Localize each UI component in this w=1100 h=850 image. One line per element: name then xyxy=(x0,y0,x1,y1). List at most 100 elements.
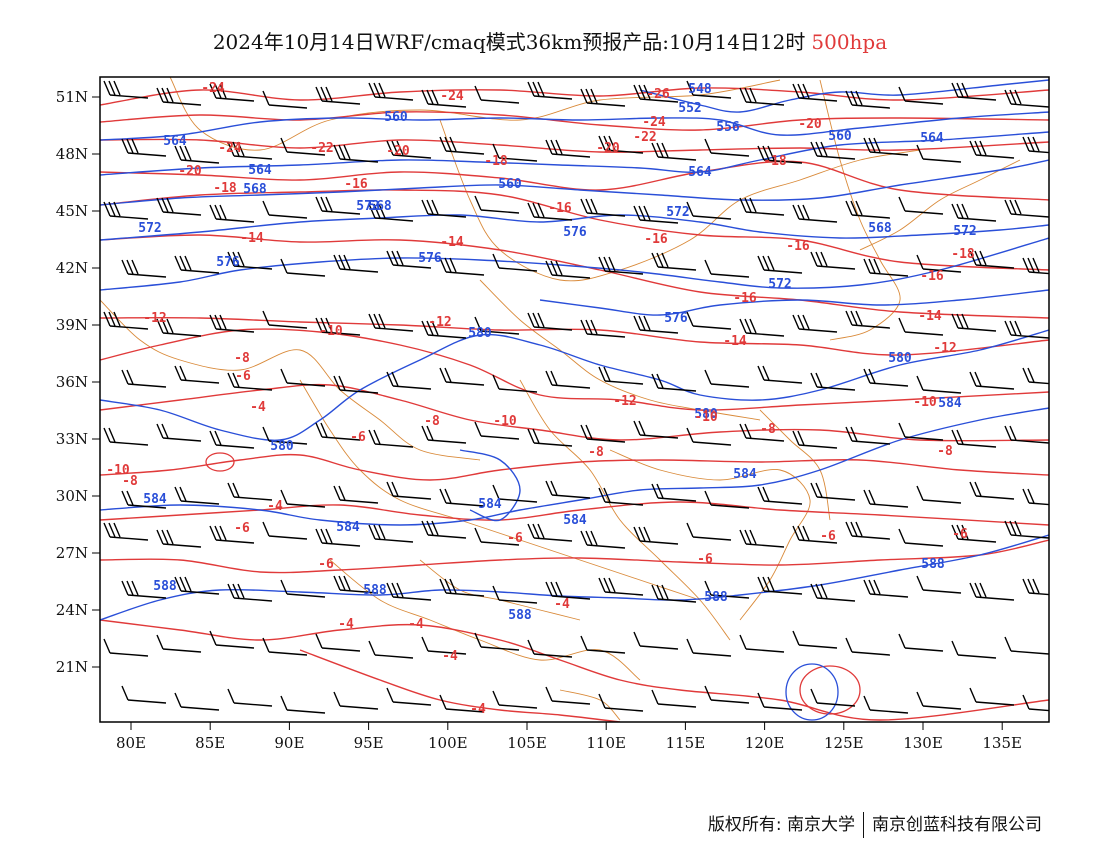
wind-barb xyxy=(156,87,202,106)
temperature-label: -20 xyxy=(178,164,202,179)
wind-barb xyxy=(951,524,997,543)
temperature-label: -10 xyxy=(319,324,343,339)
wind-barb xyxy=(739,634,785,653)
temperature-label: -16 xyxy=(920,269,944,284)
height-label: 576 xyxy=(664,311,688,326)
wind-barb xyxy=(1022,488,1049,506)
wind-barb xyxy=(103,201,149,220)
wind-barb xyxy=(368,313,414,332)
wind-barb xyxy=(439,367,485,386)
wind-barb xyxy=(156,634,202,653)
wind-barb xyxy=(333,375,379,394)
wind-barb xyxy=(969,371,1015,390)
x-axis: 80E 85E 90E 95E 100E 105E 110E 115E 120E 125E 130E… xyxy=(116,722,1022,752)
temperature-label: -18 xyxy=(951,247,975,262)
wind-barb xyxy=(368,640,414,659)
copyright-right: 南京创蓝科技有限公司 xyxy=(872,815,1042,835)
height-closed-contour xyxy=(785,663,839,721)
temperature-label: -12 xyxy=(613,394,636,409)
temperature-label: -4 xyxy=(442,649,458,664)
boundary-line xyxy=(609,449,811,621)
height-label: 568 xyxy=(368,199,392,214)
height-label: 564 xyxy=(920,131,944,146)
boundary-line xyxy=(439,119,921,282)
wind-barb xyxy=(704,369,750,388)
wind-barb xyxy=(315,528,361,547)
height-label: 584 xyxy=(336,520,360,535)
wind-barb xyxy=(951,640,997,659)
wind-barb xyxy=(633,420,679,439)
wind-barb xyxy=(792,204,838,223)
wind-barb xyxy=(103,638,149,657)
wind-barb xyxy=(757,692,803,711)
wind-barb xyxy=(651,252,697,271)
temperature-contour xyxy=(100,316,1049,356)
temperature-label: -20 xyxy=(386,144,410,159)
height-label: 588 xyxy=(153,579,177,594)
height-contour xyxy=(100,237,1049,291)
wind-barb xyxy=(757,365,803,384)
wind-barb xyxy=(598,256,644,275)
height-contour xyxy=(100,159,1049,206)
temperature-label: -6 xyxy=(820,529,836,544)
wind-barb xyxy=(1022,257,1049,275)
x-tick-label: 125E xyxy=(824,734,864,752)
wind-barb xyxy=(845,310,891,329)
wind-barb xyxy=(916,375,962,394)
x-tick-label: 80E xyxy=(116,734,146,752)
wind-barb xyxy=(545,139,591,158)
footer-divider xyxy=(863,812,864,838)
wind-barb xyxy=(174,486,220,505)
temperature-label: -24 xyxy=(440,89,464,104)
y-tick-label: 33N xyxy=(56,430,88,448)
wind-barb xyxy=(704,138,750,157)
temperature-contour xyxy=(100,453,1049,481)
boundary-line xyxy=(519,379,731,641)
wind-barb xyxy=(492,585,538,604)
boundary-line xyxy=(299,379,701,601)
wind-barb xyxy=(845,200,891,219)
wind-barb xyxy=(227,372,273,391)
temperature-label: -24 xyxy=(642,115,666,130)
wind-barb xyxy=(739,318,785,337)
wind-barb xyxy=(262,637,308,656)
wind-barb xyxy=(757,576,803,595)
wind-barb xyxy=(598,693,644,712)
wind-barb xyxy=(262,90,308,109)
x-tick-label: 135E xyxy=(982,734,1022,752)
boundary-line xyxy=(169,77,781,151)
wind-barb xyxy=(810,251,856,270)
wind-barb xyxy=(1022,578,1049,596)
wind-barb xyxy=(421,425,467,444)
temperature-label: -22 xyxy=(310,141,333,156)
wind-barb xyxy=(492,143,538,162)
height-label: 564 xyxy=(163,134,187,149)
wind-barb xyxy=(227,482,273,501)
y-tick-label: 48N xyxy=(56,145,88,163)
x-tick-label: 85E xyxy=(195,734,225,752)
x-tick-label: 130E xyxy=(903,734,943,752)
height-label: 568 xyxy=(243,182,267,197)
temperature-label: -4 xyxy=(338,617,354,632)
wind-barb xyxy=(315,86,361,105)
wind-barb xyxy=(845,426,891,445)
wind-barb xyxy=(386,140,432,159)
temperature-label: -6 xyxy=(235,369,251,384)
temperature-label: -14 xyxy=(723,334,747,349)
wind-barb xyxy=(580,635,626,654)
height-label: 556 xyxy=(716,120,740,135)
wind-barb xyxy=(704,259,750,278)
temperature-label: -22 xyxy=(633,130,656,145)
height-label: 580 xyxy=(270,439,294,454)
wind-barb xyxy=(916,575,962,594)
temperature-label: -16 xyxy=(733,291,757,306)
wind-barb xyxy=(474,421,520,440)
wind-barb xyxy=(121,369,167,388)
wind-barb xyxy=(121,138,167,157)
boundary-line xyxy=(759,409,831,521)
temperature-label: -14 xyxy=(240,231,264,246)
height-label: 584 xyxy=(143,492,167,507)
wind-barb xyxy=(898,422,944,441)
wind-barb xyxy=(333,575,379,594)
